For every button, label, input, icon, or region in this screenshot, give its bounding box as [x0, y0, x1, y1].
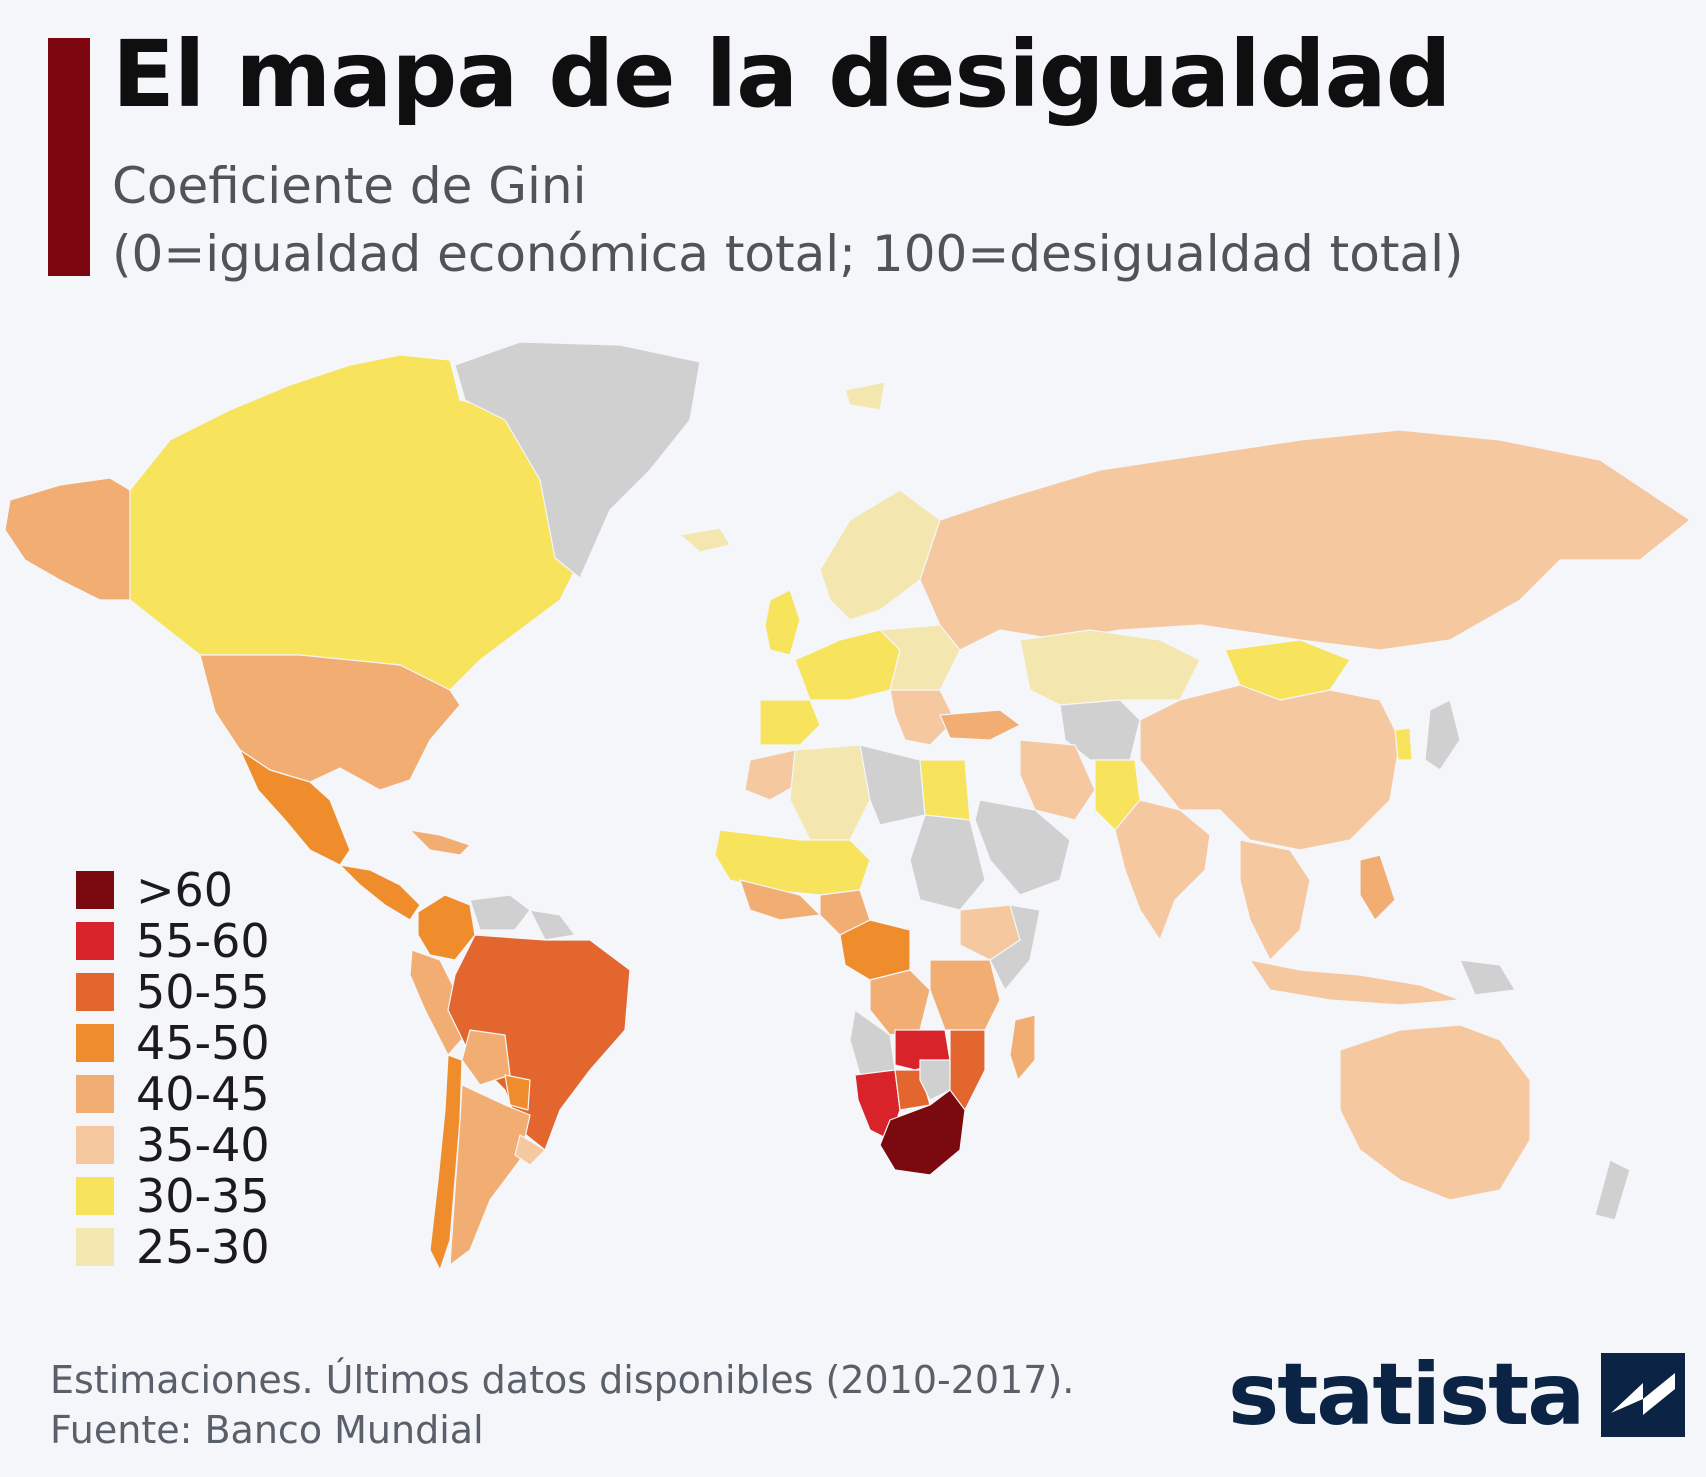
legend-item: 55-60 — [76, 913, 270, 968]
map-region-east-africa — [929, 959, 1001, 1031]
map-region-morocco — [744, 749, 806, 801]
map-region-australia — [1339, 1024, 1531, 1201]
footer-source: Fuente: Banco Mundial — [50, 1408, 484, 1452]
legend-swatch — [76, 972, 114, 1011]
statista-logo-icon — [1601, 1353, 1686, 1437]
subtitle-scale-explanation: (0=igualdad económica total; 100=desigua… — [112, 225, 1464, 283]
legend-label: >60 — [136, 862, 234, 917]
subtitle: Coeficiente de Gini — [112, 157, 587, 215]
map-region-balkans — [889, 689, 956, 746]
map-region-kazakhstan — [1019, 629, 1201, 706]
map-region-greenland — [454, 341, 701, 579]
map-region-philippines — [1359, 854, 1396, 921]
legend-swatch — [76, 1023, 114, 1062]
legend-item: 50-55 — [76, 964, 270, 1019]
legend-label: 50-55 — [136, 964, 270, 1019]
map-region-united-kingdom — [764, 589, 801, 656]
map-region-peru — [409, 949, 471, 1056]
map-region-egypt — [919, 759, 971, 821]
map-region-dr-congo — [869, 969, 931, 1036]
legend: >60 55-60 50-55 45-50 40-45 35-40 30-35 … — [76, 862, 270, 1274]
map-region-scandinavia — [819, 489, 941, 621]
map-region-papua-new-guinea — [1459, 959, 1516, 996]
legend-swatch — [76, 1125, 114, 1164]
map-region-iran — [1019, 739, 1096, 821]
map-region-china — [1139, 684, 1401, 851]
logo-text: statista — [1228, 1345, 1585, 1445]
footer-note: Estimaciones. Últimos datos disponibles … — [50, 1358, 1075, 1402]
legend-swatch — [76, 1074, 114, 1113]
legend-swatch — [76, 1227, 114, 1266]
legend-label: 30-35 — [136, 1168, 270, 1223]
legend-swatch — [76, 921, 114, 960]
map-region-west-africa — [714, 829, 871, 896]
map-region-western-europe — [794, 629, 901, 701]
legend-item: 35-40 — [76, 1117, 270, 1172]
map-region-spain-and-portugal — [759, 699, 821, 746]
legend-swatch — [76, 1176, 114, 1215]
map-region-alaska — [4, 477, 131, 601]
map-region-svalbard — [844, 381, 886, 411]
map-region-indonesia — [1249, 959, 1461, 1006]
map-region-argentina — [449, 1084, 531, 1266]
map-region-india — [1114, 799, 1211, 941]
map-region-zimbabwe — [919, 1059, 951, 1101]
map-region-madagascar — [1009, 1014, 1036, 1081]
map-region-turkey — [939, 709, 1021, 741]
world-map — [4, 341, 1691, 1271]
map-region-venezuela — [469, 894, 531, 931]
legend-item: 45-50 — [76, 1015, 270, 1070]
map-region-mexico — [239, 749, 351, 866]
legend-item: 25-30 — [76, 1219, 270, 1274]
map-region-chile — [429, 1054, 463, 1271]
map-region-colombia — [417, 894, 476, 961]
map-region-arabian-peninsula — [974, 799, 1071, 896]
map-region-iceland — [679, 527, 731, 553]
map-region-korea — [1394, 727, 1413, 761]
map-region-southeast-asia — [1239, 839, 1311, 961]
map-region-central-america — [339, 864, 421, 921]
map-region-caribbean — [409, 829, 471, 856]
legend-item: 40-45 — [76, 1066, 270, 1121]
map-region-russia — [919, 429, 1691, 651]
map-region-guianas — [529, 909, 576, 941]
map-region-libya — [859, 744, 926, 826]
legend-label: 25-30 — [136, 1219, 270, 1274]
statista-logo: statista — [1228, 1345, 1686, 1445]
legend-label: 55-60 — [136, 913, 270, 968]
legend-swatch — [76, 870, 114, 909]
map-region-paraguay — [504, 1074, 531, 1111]
legend-label: 35-40 — [136, 1117, 270, 1172]
map-region-united-states — [199, 654, 461, 791]
map-region-somalia — [989, 904, 1041, 991]
map-region-new-zealand — [1594, 1159, 1631, 1221]
legend-item: 30-35 — [76, 1168, 270, 1223]
map-region-sudan — [909, 814, 986, 911]
map-region-gulf-of-guinea — [739, 879, 821, 921]
map-region-algeria — [789, 744, 871, 841]
map-region-south-africa — [879, 1089, 966, 1176]
map-region-japan — [1424, 699, 1461, 771]
map-region-uruguay — [514, 1134, 546, 1166]
legend-label: 45-50 — [136, 1015, 270, 1070]
legend-item: >60 — [76, 862, 270, 917]
title-accent-bar — [48, 38, 90, 276]
page-title: El mapa de la desigualdad — [112, 21, 1452, 128]
legend-label: 40-45 — [136, 1066, 270, 1121]
map-region-brazil — [447, 934, 631, 1151]
map-region-bolivia — [461, 1029, 511, 1086]
